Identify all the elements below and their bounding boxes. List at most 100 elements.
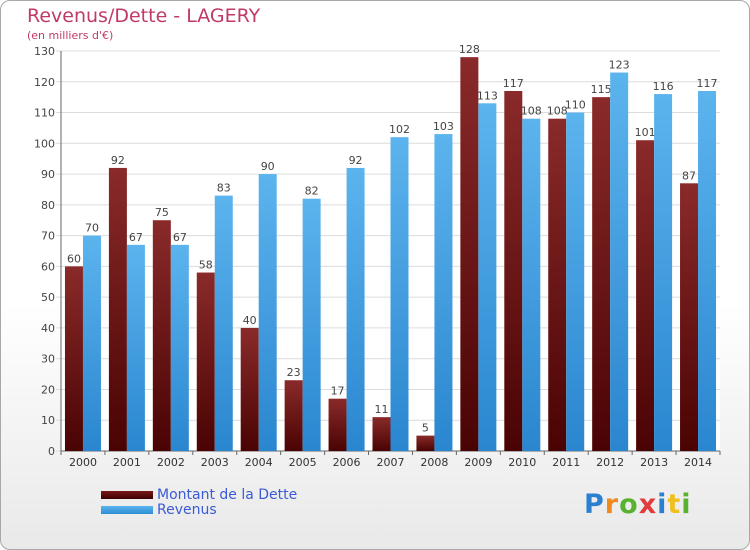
bar-revenus <box>654 94 673 452</box>
bar-dette <box>196 272 215 451</box>
data-label-dette: 17 <box>331 385 345 398</box>
legend-swatch-revenus <box>101 505 153 514</box>
bar-dette <box>548 118 567 451</box>
data-label-revenus: 92 <box>349 154 363 167</box>
data-label-revenus: 102 <box>389 123 410 136</box>
logo-letter: r <box>604 489 620 520</box>
data-label-dette: 108 <box>547 105 568 118</box>
bar-dette <box>64 266 83 451</box>
x-tick-label: 2004 <box>245 456 273 469</box>
y-tick-label: 130 <box>34 45 55 58</box>
x-tick-label: 2003 <box>201 456 229 469</box>
x-tick-label: 2006 <box>333 456 361 469</box>
x-tick-label: 2010 <box>508 456 536 469</box>
bar-revenus <box>258 174 277 452</box>
bar-revenus <box>126 244 145 451</box>
data-label-revenus: 123 <box>609 59 630 72</box>
x-tick-label: 2011 <box>552 456 580 469</box>
logo-letter: t <box>667 489 682 520</box>
bar-dette <box>284 380 303 451</box>
x-tick-label: 2012 <box>596 456 624 469</box>
data-label-dette: 5 <box>422 422 429 435</box>
chart-legend: Montant de la Dette Revenus <box>101 486 298 518</box>
bar-revenus <box>390 137 409 451</box>
data-label-revenus: 116 <box>653 80 674 93</box>
y-tick-label: 10 <box>41 414 55 427</box>
logo-letter: i <box>681 489 692 520</box>
chart-subtitle: (en milliers d'€) <box>27 29 114 42</box>
bar-dette <box>372 417 391 451</box>
x-tick-label: 2000 <box>69 456 97 469</box>
data-label-dette: 75 <box>155 206 169 219</box>
bar-revenus <box>170 244 189 451</box>
x-tick-label: 2002 <box>157 456 185 469</box>
legend-label-dette: Montant de la Dette <box>157 486 298 503</box>
bar-revenus <box>522 118 541 451</box>
y-tick-label: 0 <box>48 445 55 458</box>
bar-dette <box>108 167 127 451</box>
y-tick-label: 30 <box>41 353 55 366</box>
data-label-revenus: 103 <box>433 120 454 133</box>
y-tick-label: 50 <box>41 291 55 304</box>
logo-letter: P <box>584 489 605 520</box>
legend-swatch-dette <box>101 490 153 499</box>
data-label-revenus: 90 <box>261 160 275 173</box>
x-tick-label: 2009 <box>464 456 492 469</box>
bar-dette <box>328 398 347 451</box>
bar-revenus <box>434 134 453 452</box>
bar-revenus <box>698 91 717 451</box>
bar-dette <box>504 91 523 451</box>
bar-dette <box>416 435 435 451</box>
y-tick-label: 120 <box>34 76 55 89</box>
y-tick-label: 40 <box>41 322 55 335</box>
data-label-revenus: 70 <box>85 222 99 235</box>
data-label-dette: 11 <box>375 403 389 416</box>
data-label-revenus: 67 <box>173 231 187 244</box>
data-label-dette: 92 <box>111 154 125 167</box>
bar-revenus <box>302 198 321 451</box>
data-label-dette: 117 <box>503 77 524 90</box>
bar-revenus <box>346 167 365 451</box>
y-tick-label: 100 <box>34 137 55 150</box>
data-label-dette: 128 <box>459 43 480 56</box>
data-label-revenus: 110 <box>565 99 586 112</box>
bar-revenus <box>82 235 101 451</box>
y-tick-label: 20 <box>41 383 55 396</box>
data-label-dette: 87 <box>682 169 696 182</box>
x-tick-label: 2014 <box>684 456 712 469</box>
data-label-revenus: 108 <box>521 105 542 118</box>
data-label-dette: 60 <box>67 252 81 265</box>
bar-dette <box>592 97 611 452</box>
logo-letter: i <box>657 489 668 520</box>
x-tick-label: 2008 <box>420 456 448 469</box>
x-tick-label: 2001 <box>113 456 141 469</box>
bar-dette <box>460 57 479 452</box>
data-label-dette: 23 <box>287 366 301 379</box>
legend-item-revenus: Revenus <box>101 501 297 518</box>
logo-letter: o <box>619 489 639 520</box>
bar-revenus <box>478 103 497 452</box>
data-label-revenus: 113 <box>477 89 498 102</box>
data-label-dette: 58 <box>199 259 213 272</box>
y-tick-label: 70 <box>41 230 55 243</box>
bar-revenus <box>214 195 233 451</box>
y-tick-label: 90 <box>41 168 55 181</box>
bar-revenus <box>566 112 585 452</box>
bar-revenus <box>610 72 629 452</box>
y-tick-label: 80 <box>41 199 55 212</box>
data-label-dette: 40 <box>243 314 257 327</box>
y-tick-label: 110 <box>34 107 55 120</box>
data-label-dette: 115 <box>591 83 612 96</box>
bar-dette <box>152 220 171 451</box>
bar-dette <box>636 140 655 451</box>
y-tick-label: 60 <box>41 260 55 273</box>
x-tick-label: 2005 <box>289 456 317 469</box>
data-label-revenus: 67 <box>129 231 143 244</box>
legend-label-revenus: Revenus <box>157 501 217 518</box>
x-tick-label: 2013 <box>640 456 668 469</box>
legend-item-dette: Montant de la Dette <box>101 486 298 503</box>
data-label-revenus: 83 <box>217 182 231 195</box>
data-label-revenus: 117 <box>697 77 718 90</box>
x-tick-label: 2007 <box>377 456 405 469</box>
